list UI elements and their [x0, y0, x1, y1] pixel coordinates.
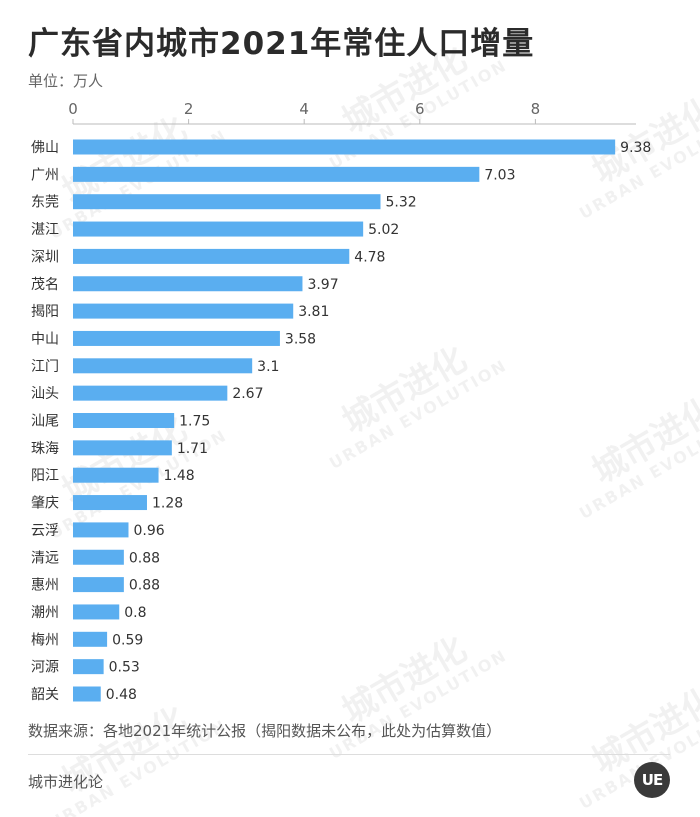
category-label: 中山	[31, 331, 59, 347]
value-label: 7.03	[484, 167, 515, 183]
bar	[73, 330, 280, 346]
bar	[73, 385, 228, 401]
category-label: 东莞	[31, 195, 59, 211]
value-label: 3.1	[257, 359, 279, 375]
bar	[73, 604, 120, 620]
bar	[73, 248, 350, 264]
bar	[73, 194, 381, 210]
unit-label: 单位：万人	[28, 72, 104, 90]
category-label: 佛山	[31, 140, 59, 156]
bar	[73, 659, 104, 675]
value-label: 3.58	[285, 331, 316, 347]
value-label: 0.88	[129, 550, 160, 566]
value-label: 0.88	[129, 578, 160, 594]
category-label: 潮州	[31, 605, 59, 621]
value-label: 2.67	[232, 386, 263, 402]
value-label: 9.38	[620, 140, 651, 156]
category-label: 云浮	[31, 523, 59, 539]
category-label: 韶关	[31, 687, 59, 703]
bar	[73, 522, 129, 538]
x-tick-label: 2	[184, 100, 194, 118]
footer-divider	[28, 754, 670, 755]
bar	[73, 495, 147, 511]
page-title: 广东省内城市2021年常住人口增量	[28, 26, 535, 62]
value-label: 0.8	[124, 605, 146, 621]
bar	[73, 276, 303, 292]
category-label: 湛江	[31, 222, 59, 238]
category-label: 汕头	[31, 386, 59, 402]
bar	[73, 166, 480, 182]
x-tick-label: 8	[531, 100, 541, 118]
category-label: 珠海	[31, 441, 59, 457]
value-label: 1.48	[164, 468, 195, 484]
value-label: 4.78	[354, 249, 385, 265]
category-label: 汕尾	[31, 414, 59, 430]
bar	[73, 139, 616, 155]
category-label: 惠州	[31, 578, 59, 594]
brand-logo: UE	[634, 762, 670, 798]
value-label: 0.53	[109, 660, 140, 676]
category-label: 肇庆	[31, 496, 59, 512]
value-label: 0.96	[133, 523, 164, 539]
bar	[73, 303, 294, 319]
value-label: 5.32	[385, 195, 416, 211]
category-label: 河源	[31, 660, 59, 676]
category-label: 清远	[31, 550, 59, 566]
bar	[73, 413, 175, 428]
bar	[73, 467, 159, 483]
category-label: 江门	[31, 359, 59, 375]
category-label: 茂名	[31, 276, 59, 293]
brand-name: 城市进化论	[28, 773, 104, 791]
value-label: 1.75	[179, 414, 210, 430]
bar	[73, 631, 108, 647]
source-note: 数据来源：各地2021年统计公报（揭阳数据未公布，此处为估算数值）	[28, 722, 502, 740]
bar-chart: 0 2 4 6 8 佛山 9.38 广州 7.03 东莞 5.32 湛江 5.02 深圳 4.78 茂名 3.9…	[31, 100, 651, 703]
value-label: 1.28	[152, 496, 183, 512]
bar	[73, 577, 124, 593]
bar	[73, 549, 124, 565]
value-label: 3.81	[298, 304, 329, 320]
category-label: 梅州	[31, 632, 59, 648]
bar	[73, 358, 253, 374]
category-label: 揭阳	[31, 304, 59, 320]
category-label: 深圳	[31, 249, 59, 265]
x-tick-label: 0	[68, 100, 78, 118]
x-tick-label: 6	[415, 100, 425, 118]
bar	[73, 686, 101, 702]
bar	[73, 221, 364, 237]
bar	[73, 440, 172, 456]
value-label: 0.48	[106, 687, 137, 703]
category-label: 阳江	[31, 468, 59, 484]
value-label: 0.59	[112, 632, 143, 648]
category-label: 广州	[31, 167, 59, 183]
x-tick-label: 4	[299, 100, 309, 118]
value-label: 1.71	[177, 441, 208, 457]
value-label: 5.02	[368, 222, 399, 238]
value-label: 3.97	[307, 277, 338, 293]
